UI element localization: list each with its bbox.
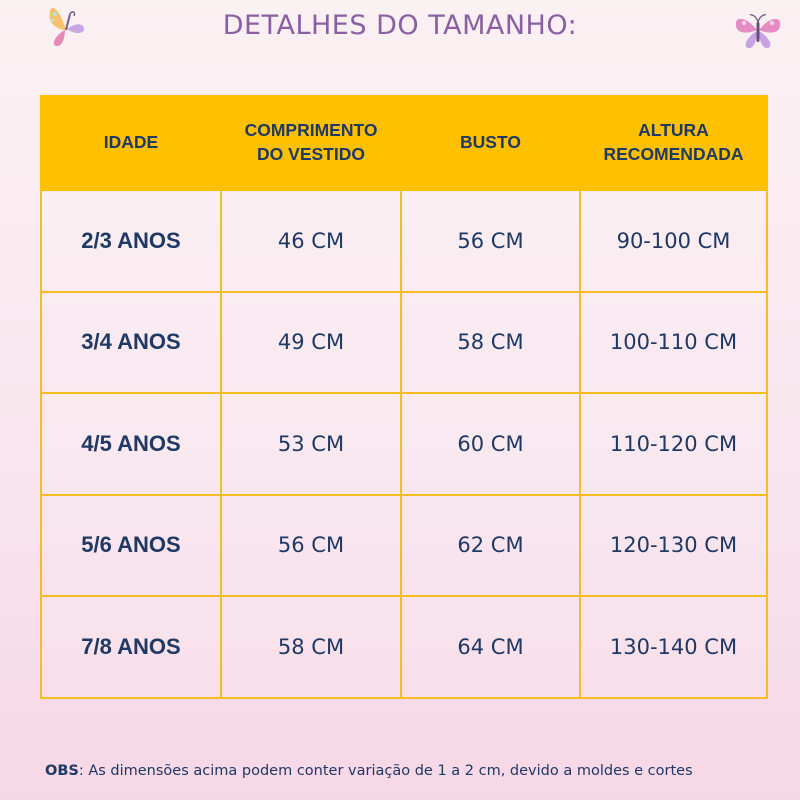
age-cell: 4/5 ANOS [40, 392, 222, 496]
obs-note: OBS: As dimensões acima podem conter var… [45, 763, 785, 779]
height-cell: 90-100 CM [579, 189, 768, 293]
length-cell: 58 CM [220, 595, 402, 699]
length-cell: 49 CM [220, 290, 402, 394]
table-header-row: IDADE COMPRIMENTO DO VESTIDO BUSTO ALTURA… [40, 95, 768, 191]
bust-cell: 62 CM [400, 493, 581, 597]
bust-cell: 60 CM [400, 392, 581, 496]
age-cell: 7/8 ANOS [40, 595, 222, 699]
length-cell: 56 CM [220, 493, 402, 597]
header-altura: ALTURA RECOMENDADA [579, 95, 768, 191]
height-cell: 120-130 CM [579, 493, 768, 597]
obs-label: OBS [45, 763, 79, 779]
bust-cell: 56 CM [400, 189, 581, 293]
header-busto: BUSTO [400, 95, 581, 191]
table-row: 3/4 ANOS 49 CM 58 CM 100-110 CM [40, 290, 768, 394]
page-title: DETALHES DO TAMANHO: [222, 10, 578, 41]
obs-text: : As dimensões acima podem conter variaç… [78, 763, 693, 779]
age-cell: 3/4 ANOS [40, 290, 222, 394]
table-row: 2/3 ANOS 46 CM 56 CM 90-100 CM [40, 189, 768, 293]
age-cell: 2/3 ANOS [40, 189, 222, 293]
header-comprimento: COMPRIMENTO DO VESTIDO [220, 95, 402, 191]
header-idade: IDADE [40, 95, 222, 191]
butterfly-icon [40, 0, 92, 52]
butterfly-icon [732, 10, 784, 52]
height-cell: 100-110 CM [579, 290, 768, 394]
bust-cell: 64 CM [400, 595, 581, 699]
length-cell: 53 CM [220, 392, 402, 496]
size-table: IDADE COMPRIMENTO DO VESTIDO BUSTO ALTURA… [40, 95, 768, 699]
length-cell: 46 CM [220, 189, 402, 293]
height-cell: 110-120 CM [579, 392, 768, 496]
height-cell: 130-140 CM [579, 595, 768, 699]
age-cell: 5/6 ANOS [40, 493, 222, 597]
table-row: 4/5 ANOS 53 CM 60 CM 110-120 CM [40, 392, 768, 496]
table-row: 7/8 ANOS 58 CM 64 CM 130-140 CM [40, 595, 768, 699]
bust-cell: 58 CM [400, 290, 581, 394]
table-row: 5/6 ANOS 56 CM 62 CM 120-130 CM [40, 493, 768, 597]
